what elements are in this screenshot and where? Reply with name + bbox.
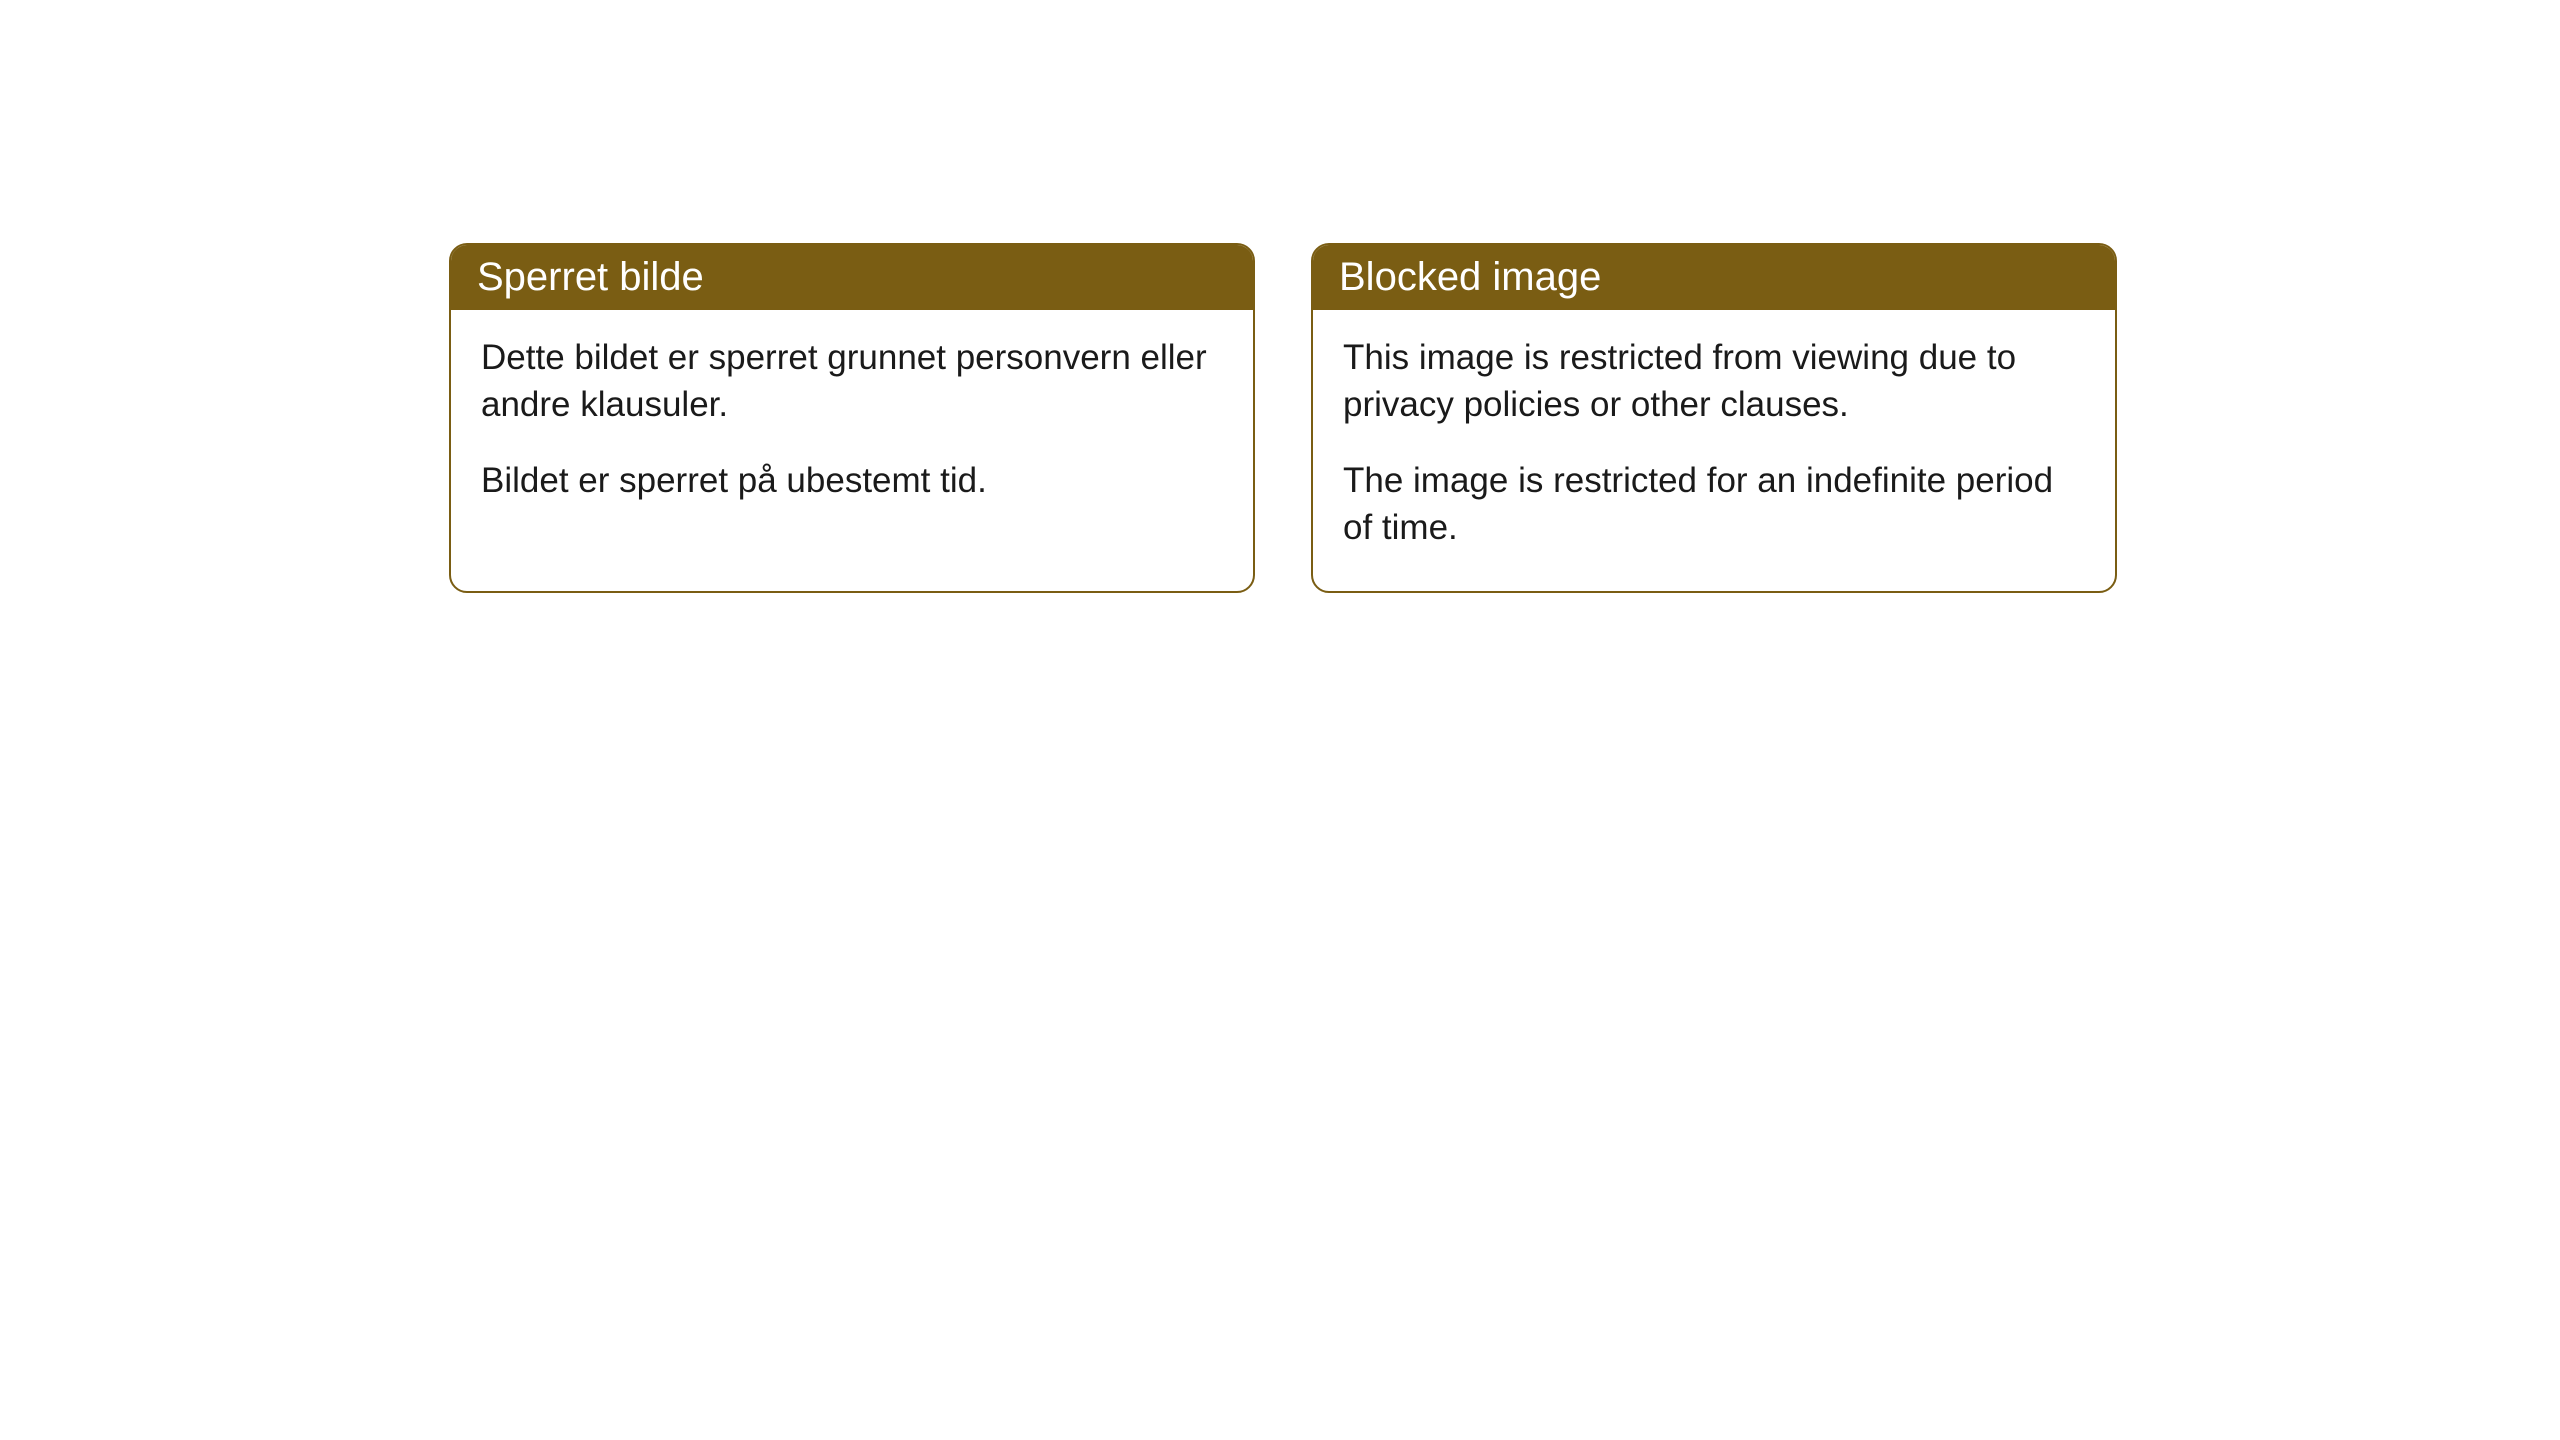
blocked-image-card-en: Blocked image This image is restricted f… (1311, 243, 2117, 593)
card-paragraph: The image is restricted for an indefinit… (1343, 457, 2085, 552)
card-header: Sperret bilde (451, 245, 1253, 310)
notice-cards-container: Sperret bilde Dette bildet er sperret gr… (449, 243, 2117, 593)
card-paragraph: Dette bildet er sperret grunnet personve… (481, 334, 1223, 429)
card-body: This image is restricted from viewing du… (1313, 310, 2115, 591)
card-paragraph: This image is restricted from viewing du… (1343, 334, 2085, 429)
blocked-image-card-no: Sperret bilde Dette bildet er sperret gr… (449, 243, 1255, 593)
card-title: Sperret bilde (477, 255, 704, 299)
card-title: Blocked image (1339, 255, 1601, 299)
card-header: Blocked image (1313, 245, 2115, 310)
card-body: Dette bildet er sperret grunnet personve… (451, 310, 1253, 544)
card-paragraph: Bildet er sperret på ubestemt tid. (481, 457, 1223, 504)
